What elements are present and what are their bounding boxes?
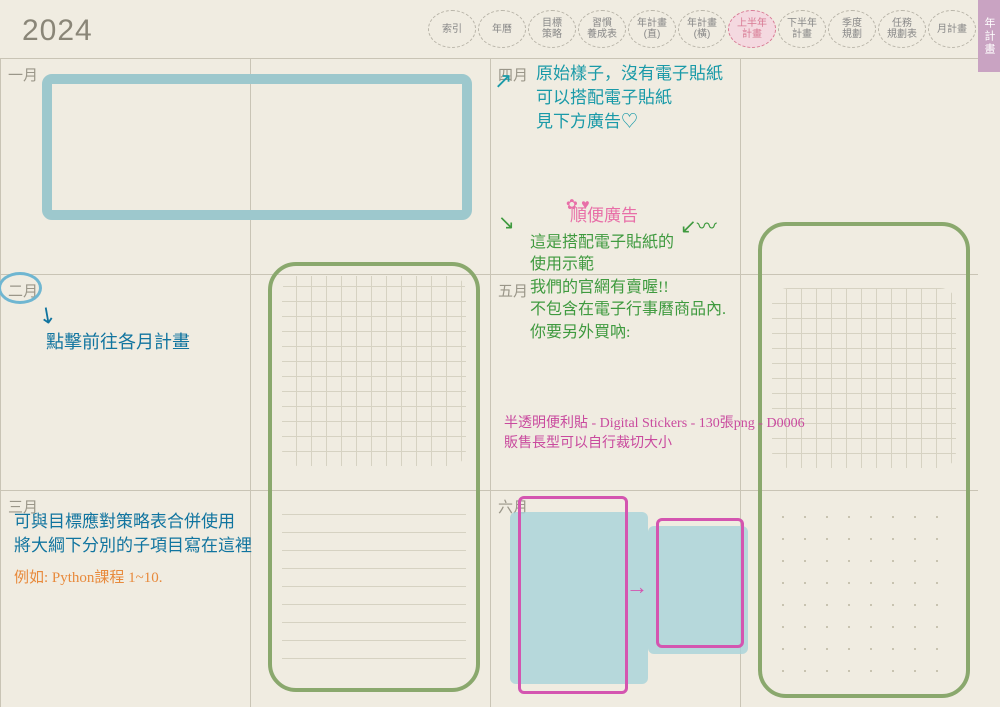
sticker-dots-right-bottom (772, 506, 956, 682)
note-may: 這是搭配電子貼紙的 使用示範 我們的官網有賣喔!! 不包含在電子行事曆商品內. … (530, 232, 726, 344)
nav-tab-1[interactable]: 年曆 (478, 10, 526, 48)
nav-tab-9[interactable]: 任務 規劃表 (878, 10, 926, 48)
nav-tab-4[interactable]: 年計畫 (直) (628, 10, 676, 48)
jun-pink-box-1 (518, 496, 628, 694)
note-mar-1: 可與目標應對策略表合併使用 將大綱下分別的子項目寫在這裡 (14, 510, 252, 558)
note-feb: 點擊前往各月計畫 (46, 330, 190, 355)
nav-tab-0[interactable]: 索引 (428, 10, 476, 48)
side-tab-year-plan[interactable]: 年計畫 (978, 0, 1000, 72)
jan-blue-box (42, 74, 472, 220)
nav-tab-10[interactable]: 月計畫 (928, 10, 976, 48)
nav-tab-5[interactable]: 年計畫 (橫) (678, 10, 726, 48)
feb-circle (0, 272, 42, 304)
note-mar-2: 例如: Python課程 1~10. (14, 568, 163, 589)
apr-arrow-icon: ↗ (494, 68, 512, 94)
nav-tab-2[interactable]: 目標 策略 (528, 10, 576, 48)
sticker-lines-left-bottom (282, 506, 466, 676)
planner-grid: 一月 二月 三月 四月 五月 六月 ↘ → ↗ 原始樣子，沒有電子貼紙 可以搭配… (0, 58, 978, 707)
nav-tab-8[interactable]: 季度 規劃 (828, 10, 876, 48)
note-apr: 原始樣子，沒有電子貼紙 可以搭配電子貼紙 見下方廣告♡ (536, 62, 723, 133)
feb-arrow-icon: ↘ (32, 299, 62, 331)
nav-tabs: 索引年曆目標 策略習慣 養成表年計畫 (直)年計畫 (橫)上半年 計畫下半年 計… (428, 10, 976, 48)
nav-tab-6[interactable]: 上半年 計畫 (728, 10, 776, 48)
heart-icon: ✿ ♥ (566, 196, 590, 216)
ad-arrow-left-icon: ↘ (498, 210, 515, 235)
note-product: 半透明便利貼 - Digital Stickers - 130張png - D0… (504, 414, 805, 453)
sticker-grid-left-top (282, 276, 466, 466)
month-label-may[interactable]: 五月 (498, 280, 528, 301)
nav-tab-3[interactable]: 習慣 養成表 (578, 10, 626, 48)
jun-pink-box-2 (656, 518, 744, 648)
nav-tab-7[interactable]: 下半年 計畫 (778, 10, 826, 48)
month-label-jan[interactable]: 一月 (8, 64, 38, 85)
year-title: 2024 (22, 14, 93, 48)
jun-arrow-icon: → (626, 574, 648, 600)
